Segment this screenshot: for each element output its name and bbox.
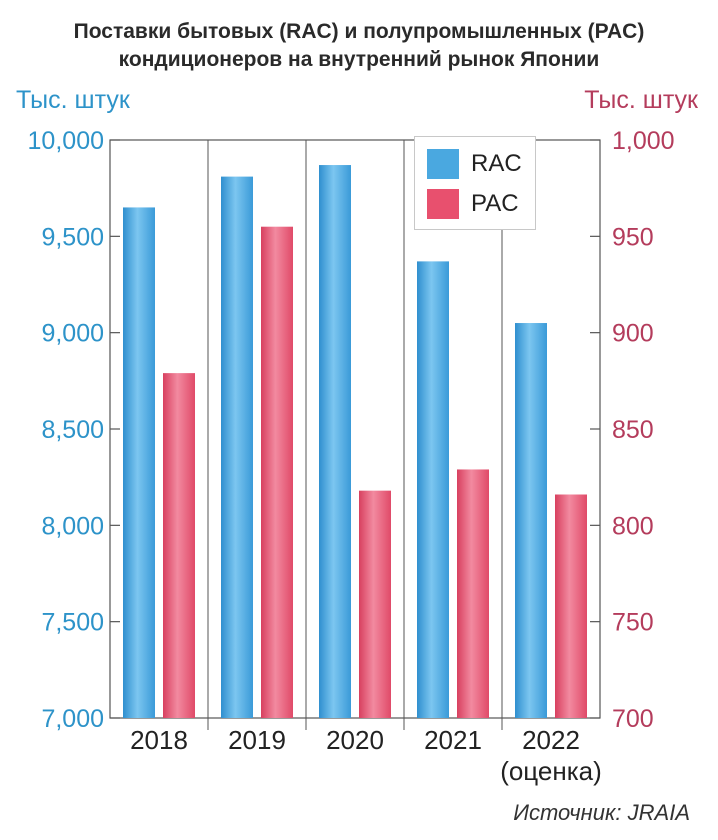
chart-title-line-1: Поставки бытовых (RAC) и полупромышленны… xyxy=(73,20,645,43)
left-tick-label: 8,000 xyxy=(41,512,104,540)
right-axis-unit: Тыс. штук xyxy=(584,86,698,114)
x-tick-label: 2018 xyxy=(130,725,188,755)
left-tick-label: 9,000 xyxy=(41,320,104,348)
left-tick-label: 7,500 xyxy=(41,609,104,637)
bars xyxy=(123,165,587,719)
bar-pac-2022 xyxy=(555,494,587,718)
chart-title: Поставки бытовых (RAC) и полупромышленны… xyxy=(0,18,718,74)
left-tick-label: 10,000 xyxy=(28,127,104,155)
bar-pac-2021 xyxy=(457,469,489,718)
legend-label-rac: RAC xyxy=(471,150,522,177)
legend-swatch-rac xyxy=(427,149,459,179)
left-tick-label: 7,000 xyxy=(41,705,104,733)
left-tick-label: 8,500 xyxy=(41,416,104,444)
x-tick-label: 2021 xyxy=(424,725,482,755)
right-tick-label: 750 xyxy=(612,609,654,637)
x-axis: 2018 2019 2020 2021 2022(оценка) xyxy=(130,725,602,786)
legend-swatch-pac xyxy=(427,189,459,219)
left-axis: 7,000 7,500 8,000 8,500 9,000 9,500 10,000 xyxy=(28,127,120,733)
bar-pac-2020 xyxy=(359,490,391,718)
right-tick-label: 1,000 xyxy=(612,127,675,155)
legend: RAC PAC xyxy=(414,136,536,230)
bar-pac-2019 xyxy=(261,226,293,718)
bar-rac-2019 xyxy=(221,176,253,718)
right-tick-label: 800 xyxy=(612,512,654,540)
right-tick-label: 900 xyxy=(612,320,654,348)
right-tick-label: 950 xyxy=(612,223,654,251)
left-axis-unit: Тыс. штук xyxy=(16,86,130,114)
bar-rac-2021 xyxy=(417,261,449,718)
right-axis: 700 750 800 850 900 950 1,000 xyxy=(590,127,675,733)
chart-title-line-2: кондиционеров на внутренний рынок Японии xyxy=(118,48,600,71)
right-tick-label: 850 xyxy=(612,416,654,444)
x-tick-label: 2020 xyxy=(326,725,384,755)
bar-rac-2022 xyxy=(515,323,547,718)
bar-rac-2018 xyxy=(123,207,155,718)
legend-item-pac: PAC xyxy=(427,187,519,221)
bar-chart: 7,000 7,500 8,000 8,500 9,000 9,500 10,000 700… xyxy=(28,127,675,786)
bar-pac-2018 xyxy=(163,373,195,718)
source-note: Источник: JRAIA xyxy=(513,800,690,825)
x-tick-label: 2019 xyxy=(228,725,286,755)
bar-rac-2020 xyxy=(319,165,351,719)
x-tick-sublabel: (оценка) xyxy=(500,756,602,786)
legend-label-pac: PAC xyxy=(471,190,519,217)
legend-item-rac: RAC xyxy=(427,147,522,181)
right-tick-label: 700 xyxy=(612,705,654,733)
x-tick-label: 2022 xyxy=(522,725,580,755)
left-tick-label: 9,500 xyxy=(41,223,104,251)
